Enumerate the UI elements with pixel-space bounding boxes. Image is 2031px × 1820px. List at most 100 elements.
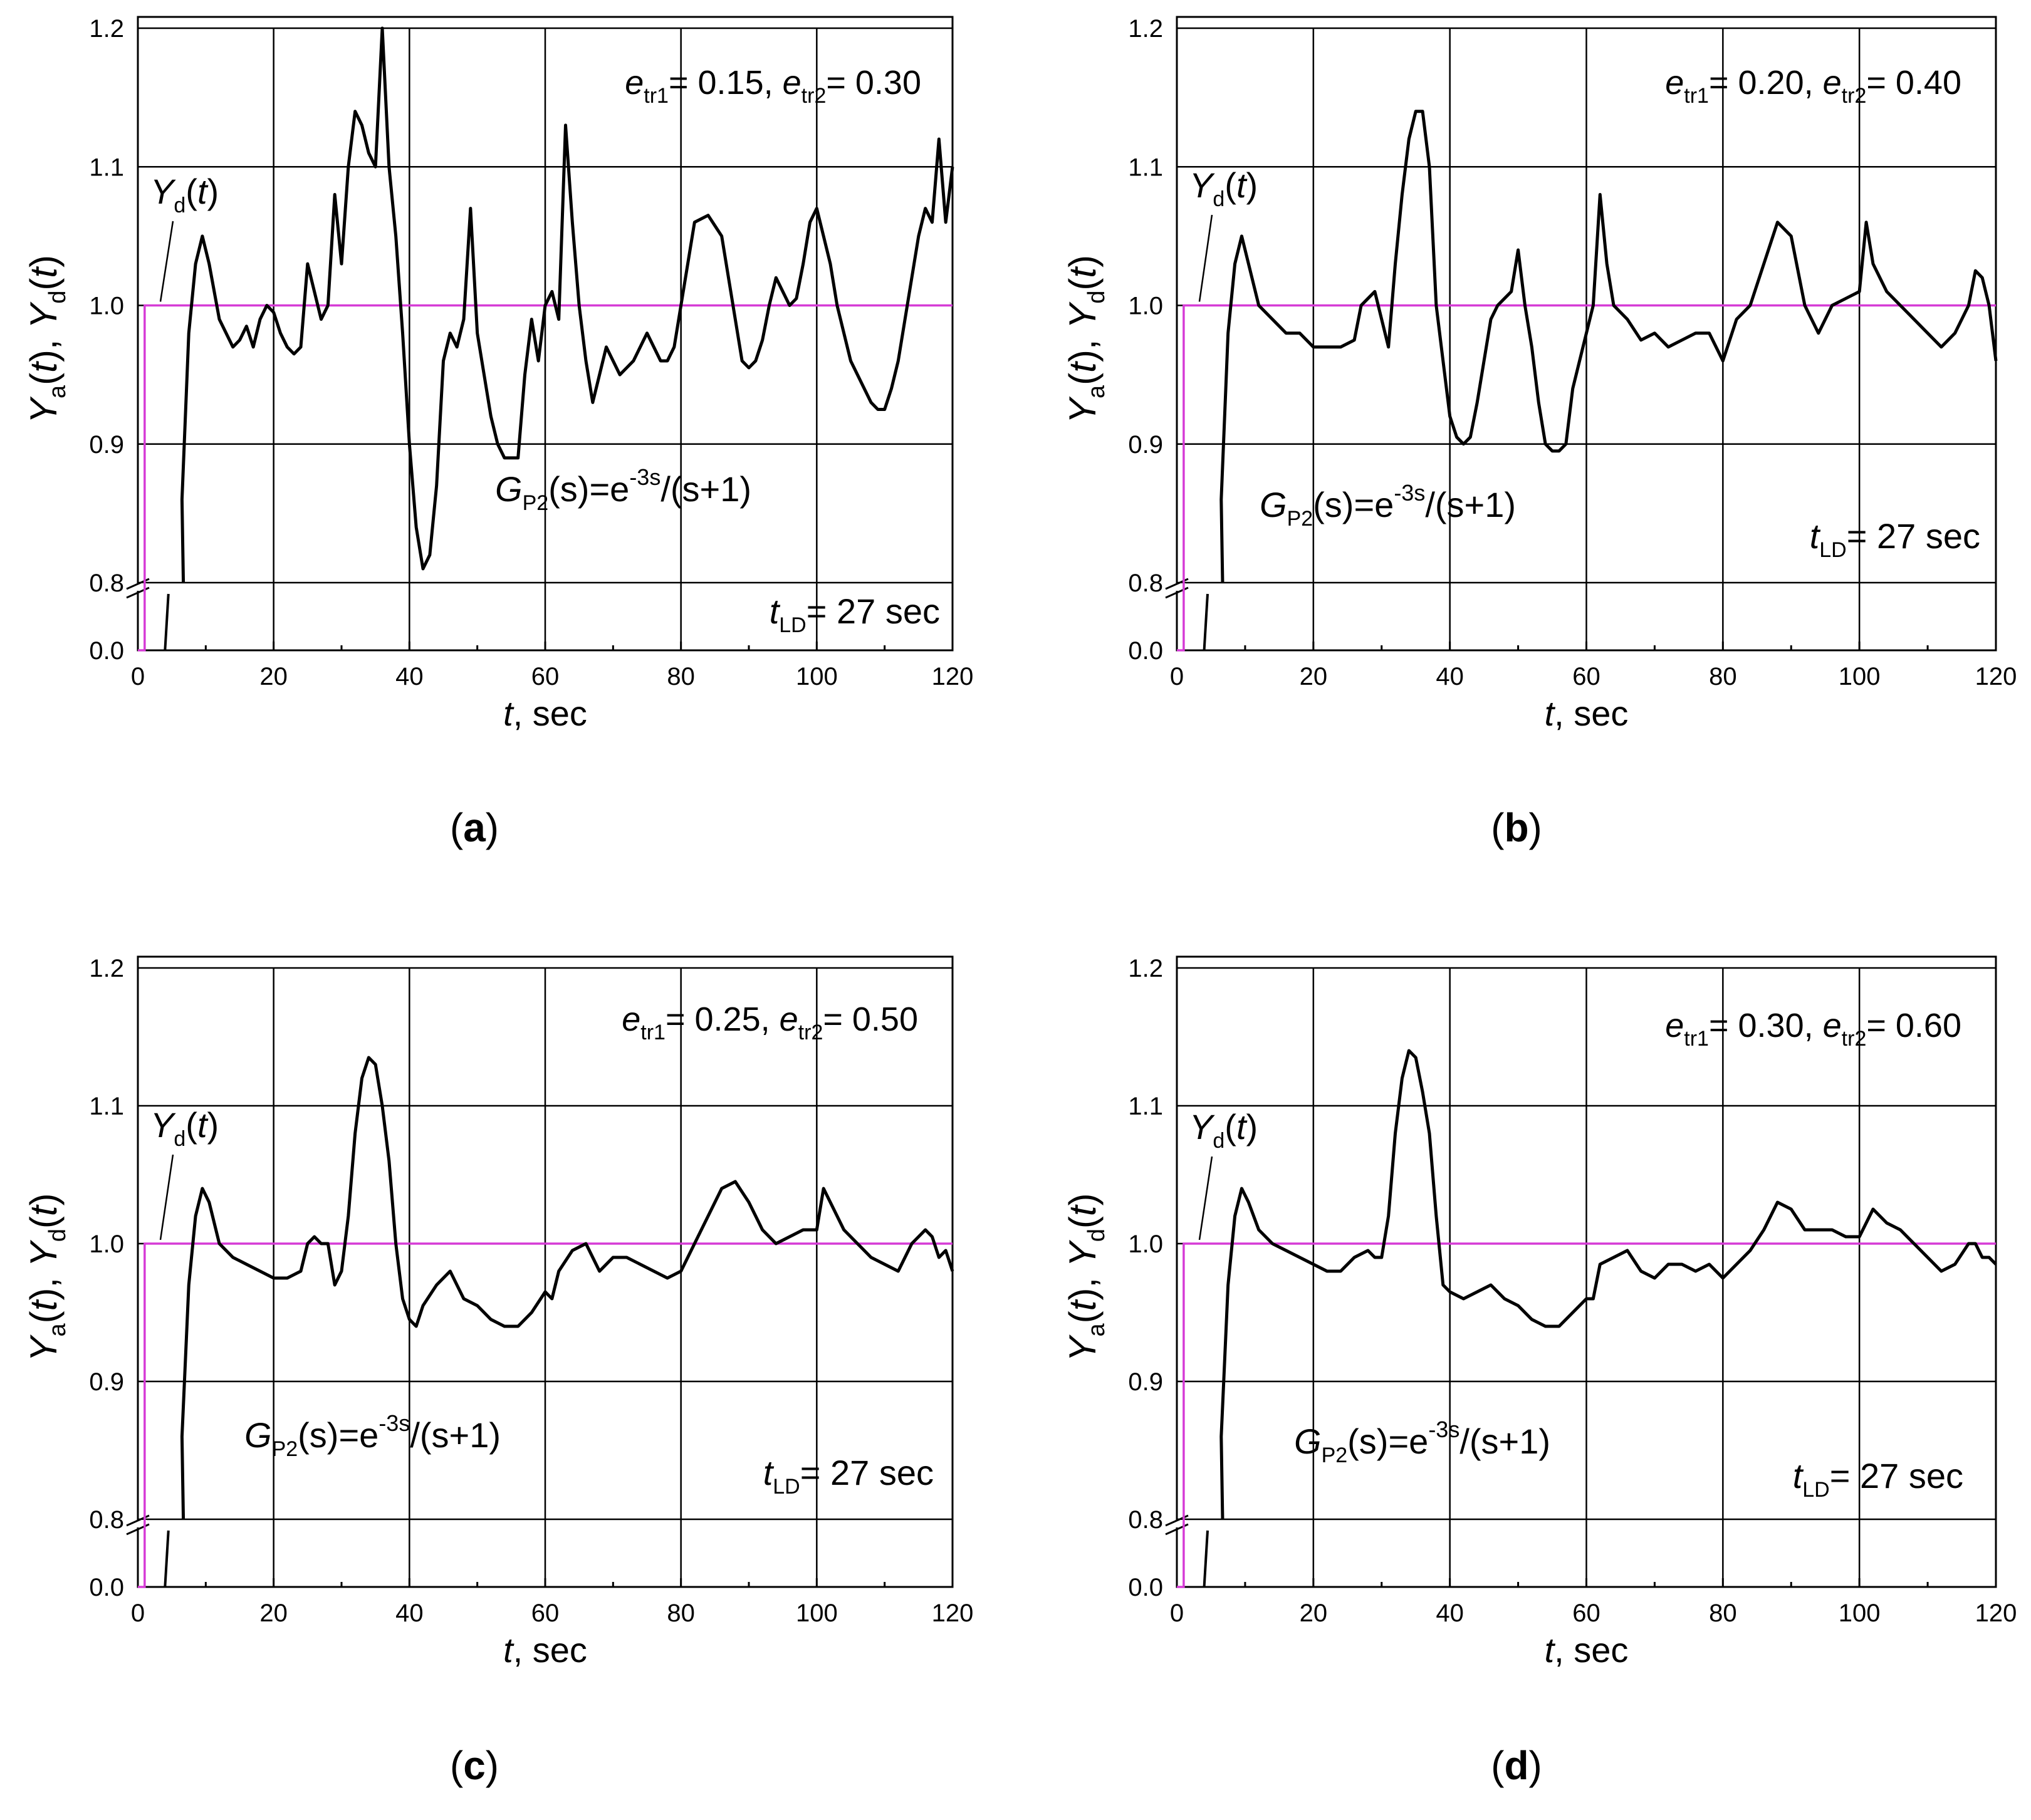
series-response-lower — [164, 593, 170, 651]
yd-leader-line — [159, 1154, 174, 1240]
y-axis-label-t: t — [1062, 361, 1104, 373]
etr1-symbol: e — [1665, 64, 1684, 101]
x-tick-label: 60 — [531, 663, 560, 690]
y-axis-label-yd-sub: d — [44, 1229, 71, 1242]
y-tick-label: 0.9 — [1128, 431, 1163, 459]
gp-body: (s)=e — [548, 469, 629, 509]
yd-paren: ( — [185, 1105, 197, 1145]
y-axis-label-ya: Y — [23, 396, 65, 424]
tld-value: = 27 sec — [1847, 516, 1980, 556]
x-tick-label: 60 — [1572, 1599, 1600, 1627]
y-tick-label: 0.0 — [89, 1574, 124, 1601]
etr1-sub: tr1 — [640, 1021, 666, 1044]
caption-paren: ( — [1491, 805, 1504, 850]
x-tick-label: 0 — [1170, 663, 1184, 690]
series-response-lower — [1203, 1530, 1209, 1588]
yd-paren: ) — [207, 1105, 219, 1145]
y-axis-label-paren: ( — [23, 373, 65, 385]
annotation-etr: etr1= 0.25, etr2= 0.50 — [622, 1001, 918, 1044]
tld-value: = 27 sec — [800, 1453, 934, 1492]
series-setpoint-line — [138, 1242, 953, 1588]
y-tick-label: 0.0 — [1128, 1574, 1163, 1601]
caption-paren: ) — [1529, 805, 1542, 850]
y-axis-label-yd: Y — [23, 1239, 65, 1267]
etr1-sub: tr1 — [644, 84, 669, 108]
annotation-etr: etr1= 0.15, etr2= 0.30 — [625, 64, 921, 108]
gp-symbol: G — [244, 1415, 272, 1455]
y-tick-label: 1.1 — [89, 1093, 124, 1120]
series-response-line — [180, 1056, 954, 1520]
etr2-sub: tr2 — [798, 1021, 823, 1044]
x-tick-label: 120 — [932, 1599, 974, 1627]
gp-symbol: G — [495, 469, 523, 509]
x-axis-label-unit: , sec — [1554, 1630, 1628, 1670]
x-tick-label: 120 — [1975, 663, 2017, 690]
y-axis-label-paren: ( — [23, 1311, 65, 1323]
yd-symbol: Y — [150, 172, 176, 211]
x-tick-label: 40 — [1436, 1599, 1464, 1627]
x-tick-label: 40 — [395, 663, 424, 690]
tld-value: = 27 sec — [807, 591, 940, 631]
x-tick-label: 120 — [932, 663, 974, 690]
y-axis-label-paren: ), — [23, 1267, 65, 1300]
etr1-sub: tr1 — [1684, 84, 1709, 108]
yd-symbol: Y — [150, 1105, 176, 1145]
x-tick-label: 60 — [531, 1599, 560, 1627]
annotation-tld: tLD= 27 sec — [1810, 516, 1980, 562]
etr1-value: = 0.20, — [1709, 64, 1823, 101]
etr2-value: = 0.30 — [826, 64, 921, 101]
y-axis-label-paren: ), — [1062, 1267, 1104, 1300]
series-response-line — [1219, 1049, 1997, 1520]
gp-tail: /(s+1) — [660, 469, 751, 509]
y-tick-label: 0.9 — [1128, 1368, 1163, 1396]
y-axis-label-paren: ) — [23, 1193, 65, 1206]
yd-leader-line — [159, 221, 174, 302]
etr2-symbol: e — [1823, 64, 1842, 101]
caption-paren: ( — [450, 1743, 463, 1788]
x-tick-label: 20 — [1300, 1599, 1328, 1627]
etr2-sub: tr2 — [1842, 84, 1867, 108]
panel-caption: (d) — [1491, 1743, 1542, 1788]
etr2-value: = 0.40 — [1866, 64, 1961, 101]
x-tick-label: 80 — [667, 1599, 695, 1627]
x-tick-label: 80 — [667, 663, 695, 690]
annotation-transfer-function: GP2(s)=e-3s/(s+1) — [495, 464, 751, 515]
y-tick-label: 0.0 — [1128, 637, 1163, 665]
x-axis-label-var: t — [1545, 694, 1556, 733]
etr1-symbol: e — [625, 64, 644, 101]
x-tick-label: 0 — [131, 1599, 145, 1627]
etr1-value: = 0.15, — [669, 64, 783, 101]
y-tick-label: 0.0 — [89, 637, 124, 665]
yd-paren: ) — [207, 172, 219, 211]
x-axis-label-unit: , sec — [1554, 694, 1628, 733]
x-tick-label: 100 — [1839, 663, 1881, 690]
y-tick-label: 0.8 — [1128, 1506, 1163, 1534]
y-axis-label: Ya(t), Yd(t) — [23, 1193, 71, 1362]
y-axis-label-yd: Y — [1062, 301, 1104, 329]
y-axis-label-paren: ), — [1062, 329, 1104, 362]
series-response-lower — [164, 1530, 170, 1588]
yd-leader-line — [1198, 1156, 1213, 1240]
y-tick-label: 1.0 — [89, 293, 124, 320]
x-tick-label: 40 — [1436, 663, 1464, 690]
tld-sub: LD — [779, 613, 806, 637]
etr2-sub: tr2 — [1842, 1027, 1867, 1051]
series-setpoint-line — [1177, 1242, 1996, 1588]
x-axis-label-var: t — [503, 694, 514, 733]
yd-paren: ( — [185, 172, 197, 211]
yd-paren: ) — [1246, 1107, 1258, 1147]
tld-symbol: t — [1810, 516, 1821, 556]
y-axis-label-paren: ( — [23, 278, 65, 291]
y-axis-label-ya-sub: a — [1083, 1323, 1110, 1336]
x-axis-label-var: t — [1545, 1630, 1556, 1670]
gp-symbol: G — [1294, 1422, 1322, 1461]
y-axis-label-paren: ( — [1062, 373, 1104, 385]
y-axis-label-ya-sub: a — [1083, 385, 1110, 398]
y-tick-label: 1.0 — [1128, 293, 1163, 320]
y-axis-label-ya-sub: a — [44, 1323, 71, 1336]
